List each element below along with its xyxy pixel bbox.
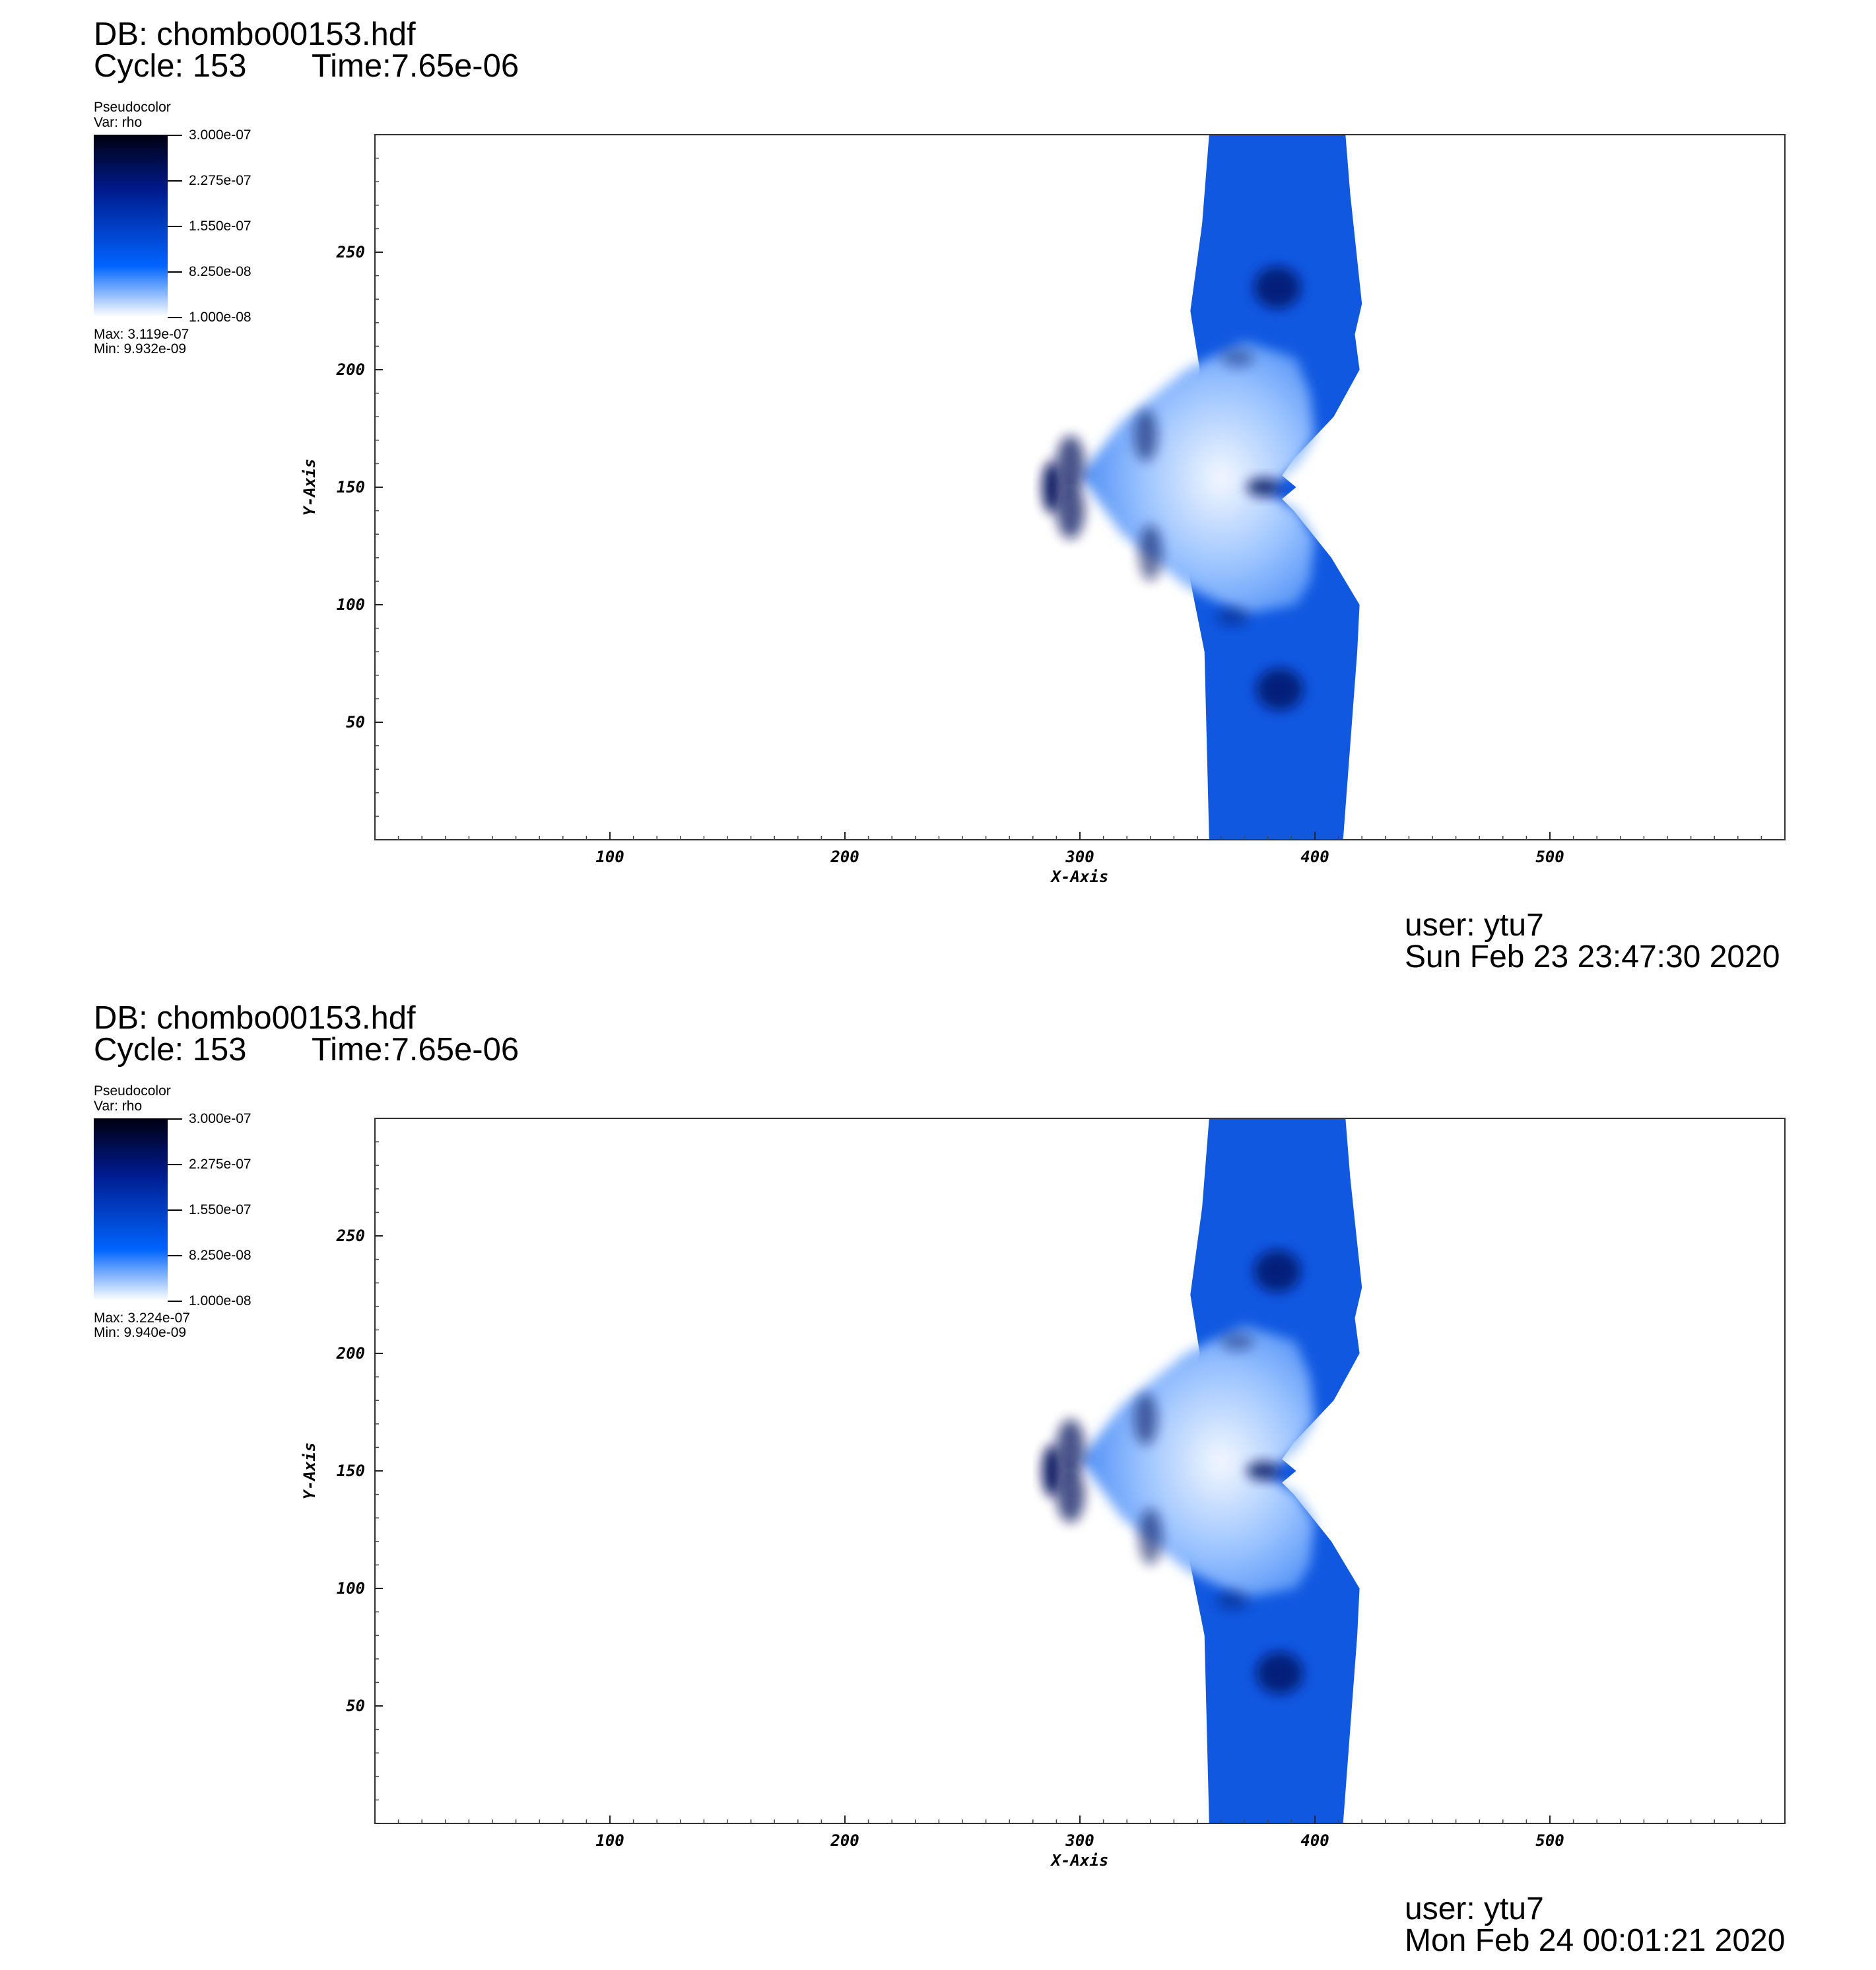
colorbar-tick-label: 2.275e-07 <box>189 1157 251 1172</box>
colorbar-tick-label: 3.000e-07 <box>189 127 251 143</box>
dense-feature <box>1246 1461 1280 1481</box>
colorbar <box>94 1118 168 1301</box>
y-tick-label: 200 <box>336 1344 365 1363</box>
legend-plot-type: Pseudocolor <box>94 100 171 115</box>
database-name: DB: chombo00153.hdf <box>94 17 416 52</box>
low-density-lens <box>1080 1325 1315 1598</box>
cycle-label: Cycle: 153 <box>94 1032 247 1068</box>
dense-feature <box>1056 1466 1085 1523</box>
x-tick-label: 500 <box>1535 848 1564 866</box>
x-tick-label: 100 <box>595 848 624 866</box>
colorbar-tick-label: 2.275e-07 <box>189 173 251 188</box>
colorbar-tick-label: 8.250e-08 <box>189 264 251 279</box>
colorbar-tick-label: 8.250e-08 <box>189 1248 251 1263</box>
colorbar-tick <box>168 1209 182 1211</box>
dense-feature <box>1216 1590 1250 1610</box>
x-tick-label: 200 <box>830 1831 859 1850</box>
y-tick-label: 200 <box>336 360 365 379</box>
dense-feature <box>1133 1393 1158 1445</box>
timestamp-label: Mon Feb 24 00:01:21 2020 <box>1405 1923 1786 1958</box>
y-tick-label: 100 <box>337 595 365 614</box>
x-axis-label: X-Axis <box>1050 1851 1109 1870</box>
y-tick-label: 50 <box>346 713 365 731</box>
x-tick-label: 200 <box>830 848 859 866</box>
x-tick-label: 400 <box>1300 1831 1329 1850</box>
dense-feature <box>1139 1508 1162 1565</box>
y-tick-label: 250 <box>336 1227 365 1245</box>
dense-feature <box>1221 348 1254 368</box>
colorbar-tick-label: 3.000e-07 <box>189 1111 251 1126</box>
legend-max: Max: 3.119e-07 <box>94 327 189 342</box>
dense-feature <box>1042 1444 1061 1497</box>
colorbar-tick <box>168 271 182 273</box>
dense-feature <box>1133 409 1158 461</box>
colorbar-tick <box>168 1301 182 1302</box>
x-tick-label: 100 <box>595 1831 624 1850</box>
low-density-lens <box>1080 341 1315 615</box>
y-axis-area: 50 100 150 200 250 Y-Axis <box>300 1227 365 1715</box>
y-tick-label: 50 <box>346 1697 365 1715</box>
colorbar-tick <box>168 1164 182 1165</box>
y-tick-label: 250 <box>336 243 365 261</box>
cycle-label: Cycle: 153 <box>94 48 247 84</box>
dense-feature <box>1056 1419 1085 1476</box>
visit-window-bottom: DB: chombo00153.hdf Cycle: 153 Time:7.65… <box>0 984 1876 1967</box>
legend-variable: Var: rho <box>94 1099 143 1114</box>
y-axis-label: Y-Axis <box>300 459 319 516</box>
colorbar-tick <box>168 135 182 136</box>
dense-feature <box>1254 266 1301 309</box>
time-label: Time:7.65e-06 <box>312 48 519 84</box>
y-axis-area: 50 100 150 200 250 Y-Axis <box>300 243 365 731</box>
colorbar-tick <box>168 180 182 182</box>
colorbar-tick <box>168 317 182 318</box>
colorbar <box>94 135 168 317</box>
colorbar-tick-label: 1.550e-07 <box>189 219 251 234</box>
database-name: DB: chombo00153.hdf <box>94 1000 416 1036</box>
y-tick-label: 150 <box>337 478 365 496</box>
plot-background <box>375 135 1785 840</box>
cycle-time-row: Cycle: 153 Time:7.65e-06 <box>94 1032 519 1068</box>
colorbar-tick <box>168 1255 182 1256</box>
dense-feature <box>1256 1652 1304 1695</box>
x-axis-label: X-Axis <box>1050 867 1109 886</box>
visit-window-top: DB: chombo00153.hdf Cycle: 153 Time:7.65… <box>0 0 1876 984</box>
dense-feature <box>1256 668 1304 711</box>
dense-feature <box>1139 524 1162 582</box>
x-tick-label: 400 <box>1300 848 1329 866</box>
plot-background <box>375 1118 1785 1823</box>
colorbar-tick <box>168 1118 182 1120</box>
user-label: user: ytu7 <box>1405 908 1544 943</box>
colorbar-tick-label: 1.000e-08 <box>189 310 251 325</box>
y-tick-label: 150 <box>337 1462 365 1480</box>
cycle-time-row: Cycle: 153 Time:7.65e-06 <box>94 48 519 84</box>
y-tick-label: 100 <box>337 1579 365 1598</box>
dense-feature <box>1216 607 1250 627</box>
density-plot: 100 200 300 400 500 X-Axis <box>374 134 1786 886</box>
dense-feature <box>1042 461 1061 514</box>
time-label: Time:7.65e-06 <box>312 1032 519 1068</box>
dense-feature <box>1221 1332 1254 1351</box>
legend-min: Min: 9.940e-09 <box>94 1325 187 1340</box>
legend-min: Min: 9.932e-09 <box>94 341 187 357</box>
dense-feature <box>1056 482 1085 539</box>
legend-max: Max: 3.224e-07 <box>94 1310 190 1326</box>
timestamp-label: Sun Feb 23 23:47:30 2020 <box>1405 939 1780 974</box>
dense-feature <box>1254 1250 1301 1293</box>
x-tick-label: 300 <box>1065 848 1094 866</box>
density-plot: 100 200 300 400 500 X-Axis <box>374 1118 1786 1870</box>
x-tick-label: 300 <box>1065 1831 1094 1850</box>
x-tick-label: 500 <box>1535 1831 1564 1850</box>
legend-variable: Var: rho <box>94 115 143 130</box>
y-axis-label: Y-Axis <box>300 1443 319 1500</box>
legend-plot-type: Pseudocolor <box>94 1083 171 1099</box>
dense-feature <box>1246 477 1280 497</box>
colorbar-tick-label: 1.550e-07 <box>189 1202 251 1217</box>
dense-feature <box>1056 435 1085 493</box>
colorbar-tick-label: 1.000e-08 <box>189 1293 251 1308</box>
user-label: user: ytu7 <box>1405 1891 1544 1926</box>
colorbar-tick <box>168 226 182 227</box>
